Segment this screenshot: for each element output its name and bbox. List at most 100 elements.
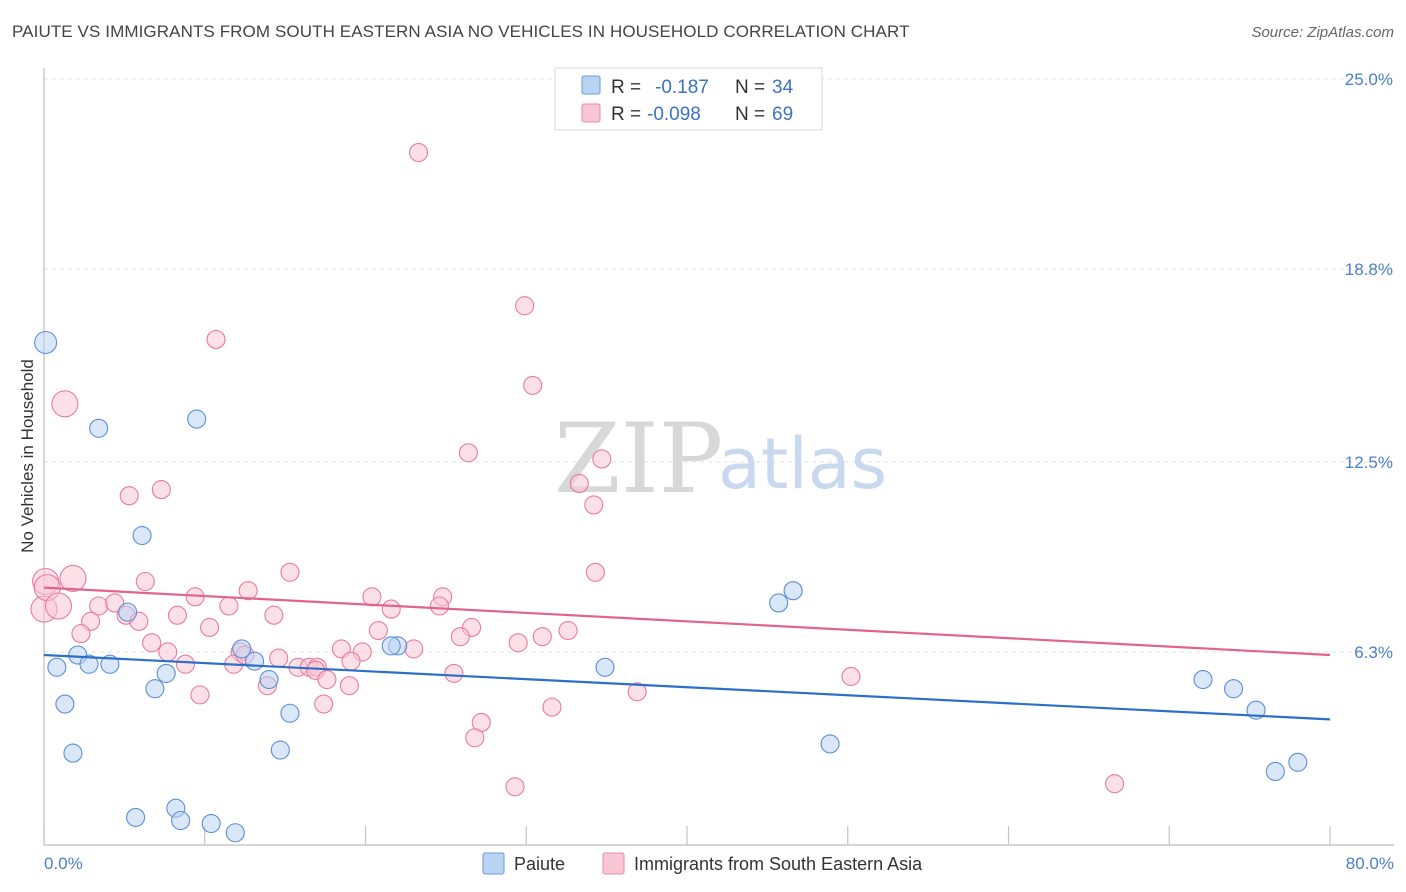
sea-point xyxy=(523,375,543,395)
paiute-point xyxy=(89,418,109,438)
sea-point xyxy=(585,562,605,582)
paiute-point xyxy=(126,807,146,827)
sea-point xyxy=(341,651,361,671)
sea-point xyxy=(841,666,861,687)
sea-point xyxy=(505,777,525,797)
y-axis-title: No Vehicles in Household xyxy=(18,359,37,553)
sea-point xyxy=(584,495,604,515)
paiute-point xyxy=(79,654,99,674)
paiute-point xyxy=(55,694,75,714)
bottom-legend: Paiute Immigrants from South Eastern Asi… xyxy=(482,852,923,875)
paiute-point xyxy=(145,679,165,699)
paiute-point xyxy=(769,593,789,613)
watermark-zip: ZIP xyxy=(554,403,723,515)
sea-point xyxy=(368,620,388,641)
bottom-legend-swatch-paiute xyxy=(482,852,505,875)
paiute-point xyxy=(820,734,840,754)
legend-r-label-paiute: R = xyxy=(611,77,641,98)
paiute-point xyxy=(156,663,176,683)
sea-point xyxy=(444,663,464,683)
sea-point xyxy=(71,624,91,644)
bottom-legend-swatch-sea xyxy=(602,852,625,875)
paiute-point xyxy=(280,703,300,723)
paiute-point xyxy=(232,639,252,659)
paiute-point xyxy=(201,814,221,834)
series-paiute-points xyxy=(34,330,1308,843)
x-tick-label-min: 0.0% xyxy=(44,854,83,873)
legend-r-value-paiute: -0.187 xyxy=(655,77,709,98)
trend-line-paiute xyxy=(43,653,1331,721)
sea-point xyxy=(627,682,647,702)
sea-point xyxy=(314,694,334,714)
paiute-point xyxy=(270,740,290,760)
sea-point xyxy=(592,449,612,469)
paiute-point xyxy=(1288,752,1308,772)
sea-point xyxy=(542,697,562,717)
paiute-point xyxy=(34,330,58,355)
sea-point xyxy=(280,562,300,582)
y-tick-label: 25.0% xyxy=(1345,70,1393,89)
watermark: ZIP atlas xyxy=(554,403,887,515)
legend-n-label-sea: N = xyxy=(735,104,765,125)
sea-point xyxy=(381,599,401,619)
sea-point xyxy=(317,669,337,690)
paiute-point xyxy=(225,823,245,843)
paiute-point xyxy=(187,409,207,429)
paiute-point xyxy=(100,654,120,674)
sea-point xyxy=(151,480,171,500)
paiute-point xyxy=(47,657,67,677)
sea-point xyxy=(515,296,535,316)
paiute-point xyxy=(381,636,401,656)
sea-point xyxy=(532,627,552,647)
sea-point xyxy=(264,605,284,625)
sea-point xyxy=(135,571,155,592)
sea-point xyxy=(458,443,478,463)
x-ticks xyxy=(43,826,1331,845)
sea-point xyxy=(59,564,87,592)
sea-point xyxy=(142,633,162,653)
y-tick-label: 12.5% xyxy=(1345,453,1393,472)
x-tick-label-max: 80.0% xyxy=(1346,854,1394,873)
sea-point xyxy=(51,390,79,418)
sea-point xyxy=(269,648,289,668)
sea-point xyxy=(508,633,528,653)
legend-swatch-paiute xyxy=(581,75,601,95)
sea-point xyxy=(158,642,178,662)
legend-r-label-sea: R = xyxy=(611,104,641,125)
sea-point xyxy=(450,627,470,647)
sea-point xyxy=(105,593,125,613)
sea-point xyxy=(408,142,429,163)
legend-r-value-sea: -0.098 xyxy=(647,104,701,125)
chart-title: PAIUTE VS IMMIGRANTS FROM SOUTH EASTERN … xyxy=(12,22,910,41)
legend-swatch-sea xyxy=(581,103,601,123)
bottom-legend-label-sea: Immigrants from South Eastern Asia xyxy=(634,854,923,874)
paiute-point xyxy=(595,657,615,677)
sea-point xyxy=(219,596,239,616)
chart-source: Source: ZipAtlas.com xyxy=(1251,24,1394,41)
sea-point xyxy=(404,639,424,659)
sea-point xyxy=(44,592,73,620)
y-tick-labels: 6.3% 12.5% 18.8% 25.0% xyxy=(1345,70,1393,662)
watermark-atlas: atlas xyxy=(718,423,887,505)
sea-point xyxy=(175,654,196,674)
paiute-point xyxy=(118,602,138,622)
legend-n-value-paiute: 34 xyxy=(772,77,794,98)
paiute-point xyxy=(1193,669,1213,690)
sea-point xyxy=(429,596,449,616)
paiute-point xyxy=(1224,679,1244,699)
trend-line-sea xyxy=(43,586,1331,657)
sea-point xyxy=(119,486,139,506)
sea-point xyxy=(569,473,589,493)
sea-point xyxy=(339,676,359,696)
y-tick-label: 18.8% xyxy=(1345,260,1393,279)
gridlines xyxy=(44,78,1394,653)
paiute-point xyxy=(1265,761,1285,782)
sea-point xyxy=(206,329,226,349)
sea-point xyxy=(465,728,485,748)
paiute-point xyxy=(171,810,191,831)
paiute-point xyxy=(63,743,83,763)
legend: R = -0.187 N = 34 R = -0.098 N = 69 xyxy=(554,67,823,131)
sea-point xyxy=(1105,774,1125,794)
paiute-point xyxy=(132,525,152,546)
